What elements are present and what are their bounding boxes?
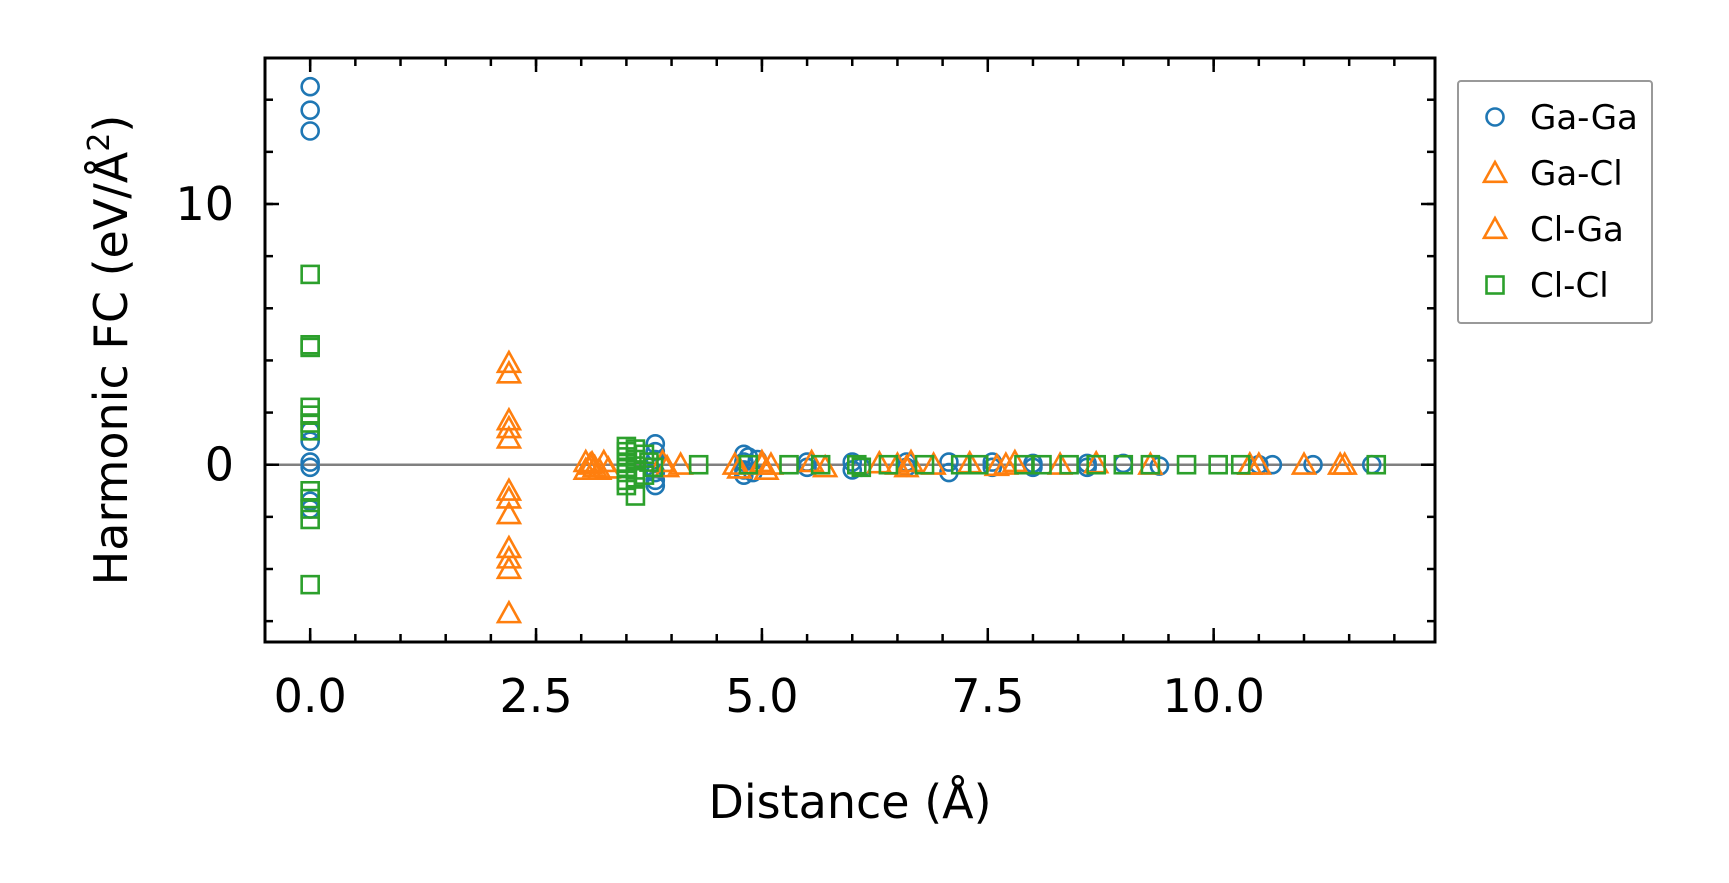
x-tick-label: 2.5 <box>499 669 572 723</box>
legend-marker-ga-cl <box>1481 159 1509 184</box>
point-ga-cl <box>1290 451 1318 475</box>
point-ga-cl <box>495 424 523 449</box>
point-cl-cl <box>643 457 664 478</box>
plot-frame <box>263 56 1437 644</box>
point-ga-cl <box>495 555 523 580</box>
point-cl-cl <box>300 421 320 441</box>
point-cl-cl <box>300 509 320 530</box>
point-ga-cl <box>753 456 780 481</box>
point-cl-cl <box>968 454 989 475</box>
legend-label-cl-ga: Cl-Ga <box>1530 210 1624 250</box>
point-cl-cl <box>914 454 935 475</box>
x-tick-label: 5.0 <box>725 669 798 723</box>
y-axis-label-close: ) <box>84 115 138 133</box>
point-ga-cl <box>495 477 523 501</box>
y-axis-label: Harmonic FC (eV/Å2) <box>82 115 138 586</box>
y-axis-label-main: Harmonic FC (eV/Å <box>84 151 138 585</box>
point-ga-cl <box>667 451 694 475</box>
point-ga-ga <box>300 457 320 478</box>
x-tick-label: 10.0 <box>1162 669 1264 723</box>
point-ga-cl <box>726 454 753 479</box>
point-cl-cl <box>1032 454 1052 475</box>
point-cl-ga <box>577 451 604 475</box>
point-cl-cl <box>810 454 831 475</box>
point-cl-cl <box>851 457 872 478</box>
point-cl-cl <box>688 454 709 475</box>
y-axis-label-superscript: 2 <box>82 133 117 152</box>
point-cl-cl <box>1086 454 1106 475</box>
point-cl-cl <box>639 452 659 472</box>
legend-label-ga-cl: Ga-Cl <box>1530 154 1623 194</box>
point-ga-cl <box>811 453 839 478</box>
point-ga-cl <box>495 484 523 509</box>
point-ga-cl <box>495 349 523 374</box>
point-ga-ga <box>300 452 320 472</box>
point-cl-cl <box>1140 454 1161 475</box>
y-tick-label: 0 <box>205 438 234 492</box>
point-cl-cl <box>738 454 759 475</box>
legend-label-ga-ga: Ga-Ga <box>1530 98 1638 138</box>
point-ga-ga <box>939 452 959 472</box>
point-cl-cl <box>1208 454 1228 475</box>
x-tick-label: 0.0 <box>274 669 347 723</box>
y-tick-label: 10 <box>175 177 234 231</box>
point-cl-cl <box>1113 454 1134 475</box>
legend: Ga-Ga Ga-Cl Cl-Ga Cl-Cl <box>1457 80 1653 324</box>
point-ga-cl <box>595 454 622 479</box>
point-cl-cl <box>300 499 320 519</box>
legend-label-cl-cl: Cl-Cl <box>1530 266 1609 306</box>
point-cl-cl <box>846 454 867 475</box>
point-cl-cl <box>300 488 320 509</box>
point-cl-cl <box>1366 454 1387 475</box>
data-markers <box>300 76 1387 624</box>
point-cl-ga <box>992 451 1020 475</box>
point-ga-cl <box>893 453 920 478</box>
point-ga-cl <box>495 359 523 384</box>
point-cl-cl <box>1059 454 1079 475</box>
point-cl-cl <box>300 337 320 358</box>
point-ga-cl <box>495 544 523 569</box>
point-ga-cl <box>983 452 1011 477</box>
point-ga-cl <box>495 500 523 525</box>
legend-marker-cl-cl <box>1485 275 1505 295</box>
point-cl-cl <box>300 574 320 595</box>
point-cl-cl <box>625 486 646 506</box>
point-ga-cl <box>495 599 523 624</box>
point-ga-ga <box>300 76 320 97</box>
legend-marker-cl-ga <box>1481 215 1509 240</box>
point-cl-ga <box>581 453 608 478</box>
legend-frame <box>1457 80 1653 324</box>
point-ga-cl <box>572 456 599 481</box>
x-tick-label: 7.5 <box>951 669 1024 723</box>
point-cl-cl <box>878 454 899 475</box>
x-axis-label: Distance (Å) <box>708 775 991 829</box>
legend-marker-ga-ga <box>1485 107 1505 127</box>
point-ga-ga <box>300 121 320 141</box>
point-cl-ga <box>1331 451 1358 475</box>
point-cl-cl <box>300 264 320 285</box>
x-tick-labels: 0.0 2.5 5.0 7.5 10.0 <box>274 669 1265 723</box>
plot-background <box>265 58 1435 642</box>
point-cl-cl <box>1176 454 1197 475</box>
point-ga-ga <box>300 100 320 120</box>
point-cl-cl <box>1230 454 1251 475</box>
point-ga-cl <box>495 414 523 439</box>
plot-area <box>263 56 1437 644</box>
y-tick-labels: 0 10 <box>175 177 234 492</box>
point-cl-cl <box>779 454 799 475</box>
